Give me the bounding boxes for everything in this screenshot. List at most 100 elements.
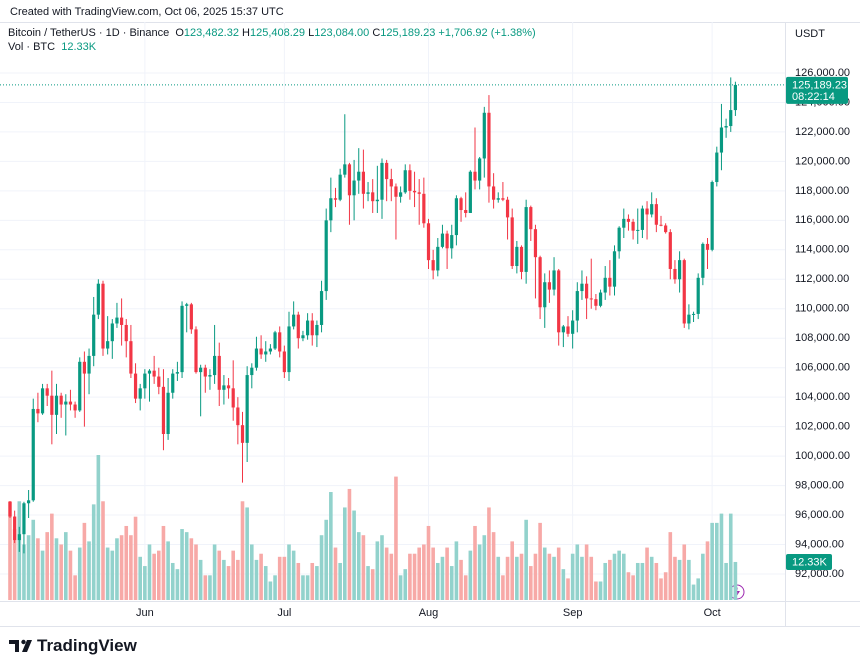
volume-bar (501, 575, 505, 600)
candle-body (236, 407, 240, 426)
y-tick-label: 126,000.00 (795, 67, 850, 79)
candle-body (622, 218, 626, 228)
candle-body (231, 388, 235, 408)
volume-bar (73, 575, 77, 600)
volume-bar (161, 525, 166, 600)
volume-bar (598, 581, 603, 600)
candle-body (608, 277, 612, 287)
volume-bar (622, 553, 626, 600)
candle-body (659, 224, 663, 226)
candle-body (180, 305, 184, 373)
candle-body (561, 326, 565, 333)
candle-body (533, 229, 538, 258)
candle-body (478, 158, 482, 181)
volume-pane (8, 455, 738, 600)
ohlc-value: 125,189.23 (380, 27, 436, 39)
volume-bar (384, 547, 389, 600)
volume-bar (356, 532, 361, 600)
volume-bar (138, 556, 142, 600)
candle-body (143, 373, 147, 389)
candle-body (278, 332, 282, 352)
volume-bar (515, 556, 519, 600)
candle-body (92, 314, 96, 356)
y-tick-label: 104,000.00 (795, 391, 850, 403)
brand-logo: TradingView (9, 636, 138, 655)
candle-body (152, 370, 156, 377)
candle-body (678, 260, 682, 280)
volume-bar (570, 553, 575, 600)
volume-bar (375, 541, 380, 600)
volume-bar (524, 519, 528, 600)
candle-body (538, 257, 542, 308)
volume-bar (589, 556, 594, 600)
candle-body (324, 220, 328, 292)
candle-body (617, 227, 621, 252)
volume-bar (417, 547, 421, 600)
candle-body (50, 395, 54, 415)
volume-bar (580, 556, 584, 600)
volume-bar (110, 550, 115, 600)
volume-bar (236, 559, 240, 600)
volume-bar (724, 562, 728, 600)
candle-body (715, 152, 719, 183)
volume-bar (477, 544, 482, 600)
candle-body (543, 282, 547, 308)
y-tick-label: 94,000.00 (795, 538, 844, 550)
volume-bar (677, 559, 682, 600)
volume-bar (389, 553, 394, 600)
volume-bar (310, 562, 315, 600)
candle-body (319, 291, 324, 325)
volume-bar (691, 584, 696, 600)
candle-body (640, 208, 644, 230)
candle-body (468, 171, 472, 213)
volume-bar (626, 572, 631, 600)
candle-body (691, 313, 696, 315)
x-tick-label: Oct (704, 607, 721, 619)
x-tick-label: Aug (419, 607, 439, 619)
volume-bar (552, 556, 556, 600)
volume-bar (189, 538, 194, 600)
candle-body (203, 367, 207, 377)
icon-bolt (734, 587, 740, 597)
candle-body (417, 192, 421, 194)
volume-bar (649, 556, 654, 600)
volume-bar (719, 513, 724, 600)
candle-body (96, 283, 100, 315)
volume-bar (519, 553, 524, 600)
candle-body (22, 503, 26, 535)
volume-bar (496, 556, 501, 600)
volume-bar (645, 547, 649, 600)
volume-bar (277, 556, 282, 600)
candle-body (729, 110, 733, 127)
ohlc-values: O123,482.32 H125,408.29 L123,084.00 C125… (175, 27, 438, 39)
candle-body (589, 298, 593, 300)
volume-bar (282, 556, 287, 600)
candle-body (664, 225, 668, 233)
volume-bar (143, 566, 147, 600)
candle-body (282, 351, 286, 373)
volume-bar (733, 561, 738, 600)
candle-body (408, 170, 412, 191)
volume-bar (654, 562, 659, 600)
volume-bar (254, 559, 259, 600)
candle-body (440, 233, 445, 247)
volume-bar (547, 553, 552, 600)
volume-bar (566, 578, 570, 600)
volume-bar (463, 575, 468, 600)
volume-bar (635, 562, 640, 600)
candle-body (106, 341, 110, 349)
volume-bar (556, 547, 561, 600)
brand-name: TradingView (37, 636, 138, 655)
volume-bar (263, 566, 268, 600)
volume-bar (575, 544, 580, 600)
volume-title: Vol · BTC (8, 41, 56, 53)
volume-bar (91, 504, 96, 600)
y-tick-label: 120,000.00 (795, 155, 850, 167)
candle-body (524, 207, 528, 272)
candle-body (482, 112, 486, 159)
candle-body (547, 282, 551, 290)
candle-body (254, 348, 259, 368)
volume-bar (240, 501, 245, 600)
candle-body (701, 243, 705, 278)
volume-bar (347, 488, 352, 600)
